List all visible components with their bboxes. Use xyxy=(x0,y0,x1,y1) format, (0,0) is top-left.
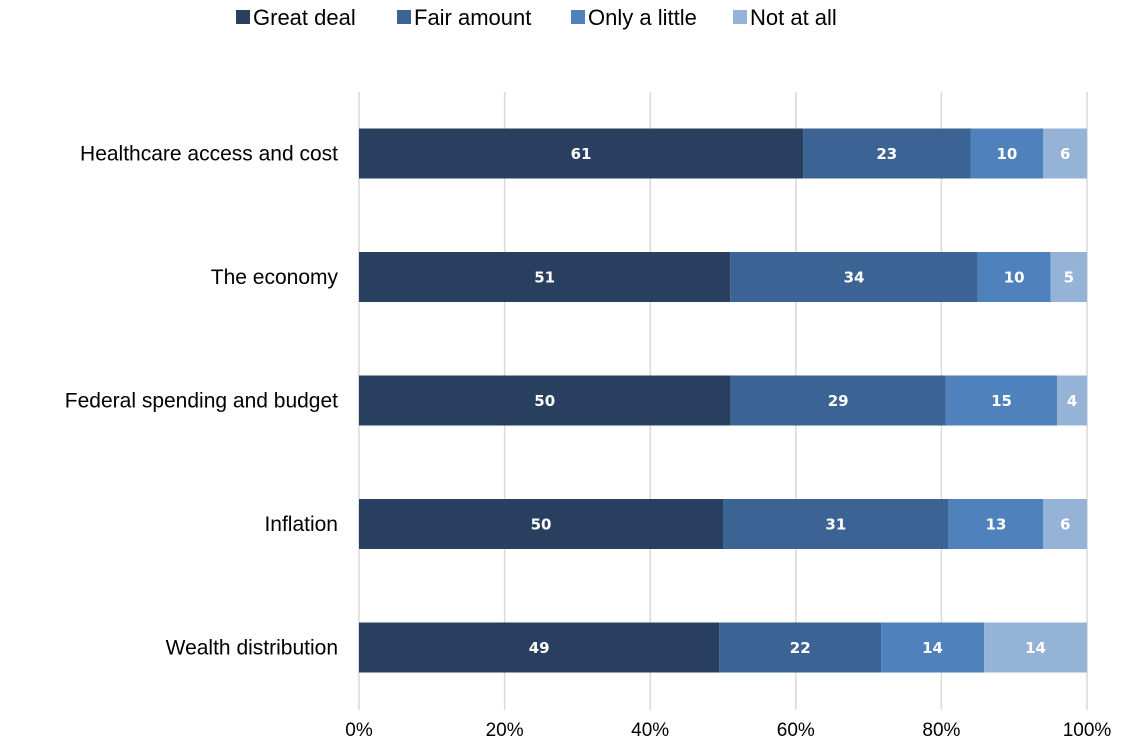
bar-segment xyxy=(970,128,1044,179)
bar-segment xyxy=(719,622,882,673)
data-label: 14 xyxy=(922,639,943,657)
bar-segment xyxy=(945,375,1058,426)
x-tick-label: 100% xyxy=(1063,720,1112,741)
bar-segment xyxy=(1043,128,1087,179)
x-tick-label: 80% xyxy=(922,720,960,741)
data-label: 15 xyxy=(991,392,1012,410)
category-label: Wealth distribution xyxy=(166,637,338,660)
legend-label: Great deal xyxy=(253,5,356,30)
bar-segment xyxy=(977,252,1051,302)
bar-segment xyxy=(359,499,723,549)
bar-segment xyxy=(359,128,804,179)
data-label: 29 xyxy=(828,392,849,410)
data-label: 49 xyxy=(529,639,550,657)
bar-segment xyxy=(984,622,1087,673)
legend-swatch xyxy=(733,10,747,24)
legend-swatch xyxy=(571,10,585,24)
data-label: 22 xyxy=(790,639,811,657)
bar-segment xyxy=(359,622,720,673)
x-tick-label: 60% xyxy=(777,720,815,741)
x-tick-label: 0% xyxy=(345,720,373,741)
data-label: 23 xyxy=(876,145,897,163)
category-label: Inflation xyxy=(264,513,338,536)
bar-segment xyxy=(359,252,731,302)
legend-label: Only a little xyxy=(588,5,697,30)
bar-segment xyxy=(359,375,731,426)
category-label: Federal spending and budget xyxy=(65,390,338,413)
x-tick-label: 40% xyxy=(631,720,669,741)
category-labels: Healthcare access and cost The economy Fed… xyxy=(65,143,339,660)
data-label: 61 xyxy=(571,145,592,163)
legend: Great deal Fair amount Only a little Not at… xyxy=(236,5,837,30)
bar-segment xyxy=(948,499,1044,549)
data-label: 6 xyxy=(1060,145,1070,163)
data-label: 4 xyxy=(1067,392,1077,410)
data-label: 6 xyxy=(1060,516,1070,534)
data-label: 34 xyxy=(844,269,865,287)
bar-segment xyxy=(803,128,971,179)
data-label: 10 xyxy=(1004,269,1025,287)
bars: 61 23 10 6 51 34 10 5 50 29 15 4 50 31 13 6 49 22 14 14 xyxy=(359,128,1087,673)
legend-swatch xyxy=(397,10,411,24)
data-label: 14 xyxy=(1025,639,1046,657)
category-label: Healthcare access and cost xyxy=(80,143,338,166)
bar-segment xyxy=(881,622,985,673)
data-label: 31 xyxy=(825,516,846,534)
data-label: 50 xyxy=(531,516,552,534)
legend-label: Not at all xyxy=(750,5,837,30)
category-label: The economy xyxy=(211,266,339,289)
data-label: 50 xyxy=(534,392,555,410)
bar-segment xyxy=(1050,252,1087,302)
data-label: 13 xyxy=(986,516,1007,534)
data-label: 51 xyxy=(534,269,555,287)
x-tick-label: 20% xyxy=(486,720,524,741)
data-label: 5 xyxy=(1064,269,1074,287)
bar-segment xyxy=(730,252,978,302)
data-label: 10 xyxy=(996,145,1017,163)
bar-segment xyxy=(1043,499,1087,549)
legend-swatch xyxy=(236,10,250,24)
x-axis-tick-labels: 0% 20% 40% 60% 80% 100% xyxy=(345,720,1111,741)
bar-segment xyxy=(723,499,949,549)
legend-label: Fair amount xyxy=(414,5,531,30)
bar-segment xyxy=(1057,375,1087,426)
bar-segment xyxy=(730,375,946,426)
